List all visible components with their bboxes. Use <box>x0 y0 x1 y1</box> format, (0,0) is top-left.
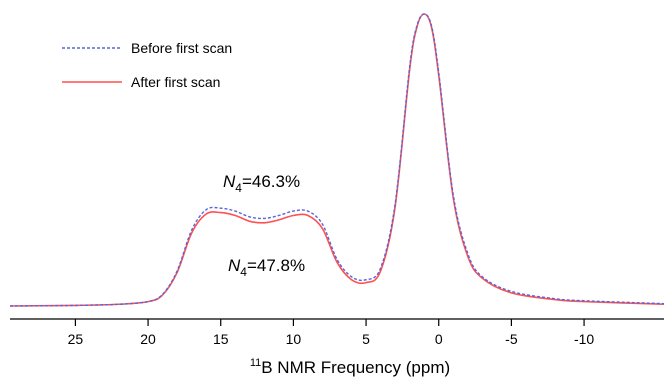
annotation-before-symbol: N <box>223 172 236 191</box>
x-axis-ticks: 25 20 15 10 5 0 -5 -10 <box>68 319 594 347</box>
x-tick-label: 25 <box>68 331 84 347</box>
x-tick-label: -5 <box>505 331 518 347</box>
x-tick-label: -10 <box>574 331 594 347</box>
x-axis-label-main: B NMR Frequency (ppm) <box>261 358 450 377</box>
legend-label-after: After first scan <box>131 74 220 90</box>
x-tick-label: 0 <box>435 331 443 347</box>
annotation-after-value: =47.8% <box>247 256 305 275</box>
x-tick-label: 20 <box>140 331 156 347</box>
x-tick-label: 5 <box>362 331 370 347</box>
annotation-after: N4=47.8% <box>228 256 305 279</box>
annotation-before-value: =46.3% <box>242 172 300 191</box>
series-line-after-first-scan <box>9 13 664 307</box>
annotation-before: N4=46.3% <box>223 172 300 195</box>
series-lines <box>9 13 664 307</box>
annotation-after-symbol: N <box>228 256 241 275</box>
x-tick-label: 15 <box>213 331 229 347</box>
legend: Before first scan After first scan <box>62 40 232 90</box>
x-axis-label-superscript: 11 <box>250 357 261 369</box>
annotation-before-subscript: 4 <box>235 181 242 195</box>
annotation-after-subscript: 4 <box>240 265 247 279</box>
x-axis-label: 11B NMR Frequency (ppm) <box>250 357 450 377</box>
x-tick-label: 10 <box>286 331 302 347</box>
series-line-before-first-scan <box>9 13 664 307</box>
legend-label-before: Before first scan <box>131 40 232 56</box>
